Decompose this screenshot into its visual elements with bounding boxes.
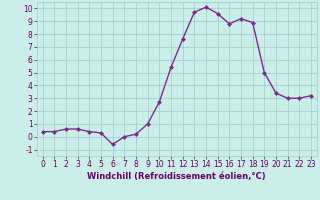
X-axis label: Windchill (Refroidissement éolien,°C): Windchill (Refroidissement éolien,°C) [87,172,266,181]
